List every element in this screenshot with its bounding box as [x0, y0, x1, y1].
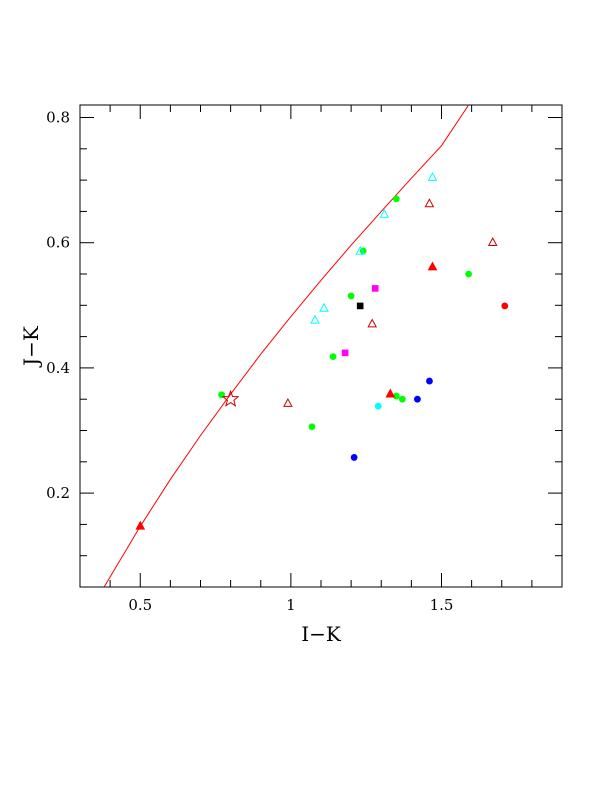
x-tick-label: 1 — [286, 596, 296, 614]
data-point-open-triangle — [427, 171, 438, 181]
data-point-open-triangle — [319, 302, 329, 312]
data-points — [135, 171, 509, 530]
data-point-open-triangle — [379, 208, 390, 218]
y-tick-label: 0.8 — [46, 109, 70, 127]
data-point-circle — [398, 395, 406, 403]
data-point-circle — [392, 195, 400, 203]
axis-tick-labels: 0.5 1 1.5 0.2 0.4 0.6 0.8 — [46, 109, 453, 614]
y-tick-label: 0.4 — [46, 359, 70, 377]
data-point-circle — [392, 392, 400, 400]
data-point-square — [371, 285, 379, 292]
data-point-circle — [350, 454, 358, 461]
data-point-circle — [347, 292, 355, 300]
plot-frame — [79, 104, 563, 588]
y-axis-label: J−K — [19, 325, 43, 368]
data-point-open-triangle — [310, 314, 320, 324]
data-point-square — [341, 349, 349, 357]
data-point-circle — [414, 395, 421, 403]
data-point-circle — [426, 377, 433, 385]
data-point-square — [356, 302, 364, 310]
data-point-triangle — [135, 520, 146, 530]
data-point-circle — [374, 402, 382, 410]
data-point-triangle — [385, 388, 396, 398]
data-point-open-triangle — [487, 237, 498, 246]
model-curve — [103, 105, 470, 587]
data-point-open-triangle — [355, 245, 366, 255]
x-axis-label: I−K — [301, 622, 342, 646]
data-point-open-triangle — [424, 198, 435, 208]
data-point-triangle — [427, 261, 438, 271]
data-point-circle — [308, 423, 316, 431]
y-tick-label: 0.6 — [46, 234, 70, 252]
x-tick-label: 1.5 — [430, 596, 454, 614]
data-point-circle — [329, 353, 337, 361]
data-point-circle — [501, 302, 509, 310]
data-point-open-triangle — [283, 397, 293, 407]
data-point-open-triangle — [367, 318, 378, 328]
y-tick-label: 0.2 — [46, 484, 70, 502]
model-curve-layer — [103, 105, 470, 587]
x-tick-label: 0.5 — [128, 596, 152, 614]
data-point-star — [221, 389, 240, 407]
data-point-circle — [465, 270, 473, 278]
axis-ticks — [79, 105, 563, 588]
